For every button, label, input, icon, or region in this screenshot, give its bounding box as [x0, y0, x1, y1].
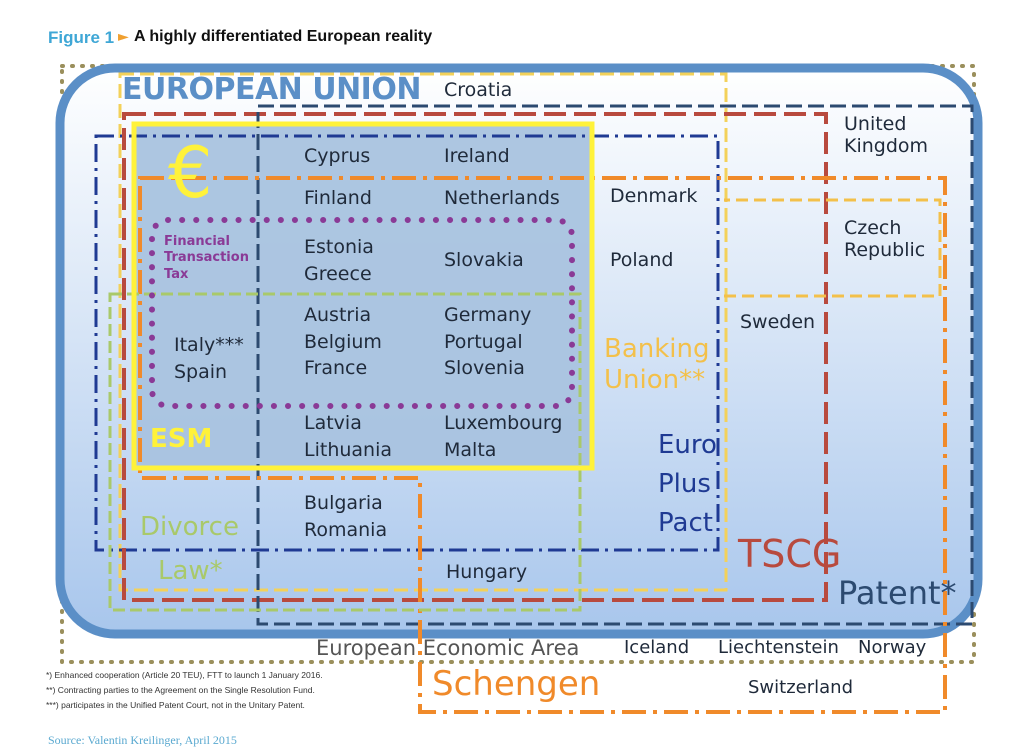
country-malta: Malta	[444, 438, 497, 461]
country-romania: Romania	[304, 518, 388, 541]
euro-plus-pact-line-1: Euro	[658, 430, 717, 460]
figure-title: A highly differentiated European reality	[134, 28, 433, 45]
country-portugal: Portugal	[444, 330, 523, 353]
eea-label: European Economic Area	[316, 636, 580, 660]
tscg-label: TSCG	[738, 532, 842, 576]
tscg-boundary	[122, 112, 828, 602]
united-kingdom-line-1: United	[844, 113, 907, 135]
ftt-label-line-2: Transaction	[164, 250, 249, 266]
euro-plus-pact-boundary	[94, 134, 720, 552]
country-germany: Germany	[444, 304, 532, 326]
czech-republic-line-1: Czech	[844, 217, 902, 239]
country-hungary: Hungary	[446, 561, 528, 583]
country-italy: Italy***	[174, 334, 244, 356]
country-luxembourg: Luxembourg	[444, 412, 563, 434]
schengen-boundary	[138, 176, 947, 714]
czech-republic-line-2: Republic	[844, 238, 926, 261]
country-latvia-lithuania: Latvia Lithuania	[304, 410, 392, 463]
ftt-label: Financial Transaction Tax	[164, 234, 249, 283]
footnote-3: ***) participates in the Unified Patent …	[46, 700, 305, 710]
country-slovenia: Slovenia	[444, 357, 525, 380]
country-lithuania: Lithuania	[304, 438, 393, 461]
country-netherlands: Netherlands	[444, 187, 560, 209]
source-caption: Source: Valentin Kreilinger, April 2015	[48, 733, 237, 747]
country-bulgaria: Bulgaria	[304, 492, 383, 514]
country-estonia-greece: Estonia Greece	[304, 234, 374, 287]
footnote-2: **) Contracting parties to the Agreement…	[46, 685, 315, 695]
ftt-label-line-3: Tax	[164, 266, 189, 282]
country-sweden: Sweden	[740, 311, 816, 333]
country-latvia: Latvia	[304, 412, 362, 434]
divorce-law-label-1: Divorce	[140, 512, 239, 542]
euro-plus-pact-line-3: Pact	[658, 508, 713, 538]
divorce-law-boundary	[108, 292, 582, 612]
country-greece: Greece	[304, 262, 372, 285]
country-switzerland: Switzerland	[748, 677, 853, 698]
country-belgium: Belgium	[304, 330, 382, 353]
euro-symbol: €	[168, 132, 213, 214]
patent-boundary	[256, 104, 974, 626]
banking-union-label: Banking Union**	[604, 334, 710, 396]
country-poland: Poland	[610, 249, 674, 271]
euro-plus-pact-line-2: Plus	[658, 469, 711, 499]
country-denmark: Denmark	[610, 185, 698, 207]
country-czech-republic: Czech Republic	[844, 217, 926, 262]
country-italy-spain: Italy*** Spain	[174, 332, 244, 385]
country-slovakia: Slovakia	[444, 249, 524, 271]
country-liechtenstein: Liechtenstein	[718, 637, 839, 658]
banking-union-line-2: Union**	[604, 365, 706, 396]
country-ireland: Ireland	[444, 145, 510, 167]
country-austria: Austria	[304, 304, 372, 326]
schengen-label: Schengen	[432, 664, 601, 704]
country-spain: Spain	[174, 360, 228, 383]
croatia-boundary	[118, 72, 728, 592]
banking-union-line-1: Banking	[604, 334, 710, 364]
country-norway: Norway	[858, 637, 927, 658]
country-iceland: Iceland	[624, 637, 690, 658]
figure-number: Figure 1	[48, 28, 115, 47]
country-united-kingdom: United Kingdom	[844, 113, 929, 158]
country-cyprus: Cyprus	[304, 145, 371, 167]
country-germany-portugal-slovenia: Germany Portugal Slovenia	[444, 302, 531, 382]
country-estonia: Estonia	[304, 236, 374, 258]
patent-label: Patent*	[838, 574, 957, 612]
united-kingdom-line-2: Kingdom	[844, 134, 929, 157]
country-finland: Finland	[304, 187, 372, 209]
euro-plus-pact-label: Euro Plus Pact	[658, 426, 717, 543]
footnote-1: *) Enhanced cooperation (Article 20 TEU)…	[46, 670, 323, 680]
country-france: France	[304, 357, 368, 380]
arrow-icon: ►	[118, 29, 129, 45]
country-croatia: Croatia	[444, 79, 513, 101]
country-austria-belgium-france: Austria Belgium France	[304, 302, 382, 382]
country-luxembourg-malta: Luxembourg Malta	[444, 410, 562, 463]
divorce-law-label-2: Law*	[158, 556, 223, 586]
ftt-label-line-1: Financial	[164, 234, 231, 249]
eurozone-area	[134, 126, 590, 466]
eu-label: EUROPEAN UNION	[122, 72, 421, 107]
esm-boundary	[131, 121, 595, 471]
esm-label: ESM	[150, 424, 213, 454]
country-bulgaria-romania: Bulgaria Romania	[304, 490, 387, 543]
banking-union-boundary	[724, 198, 942, 298]
